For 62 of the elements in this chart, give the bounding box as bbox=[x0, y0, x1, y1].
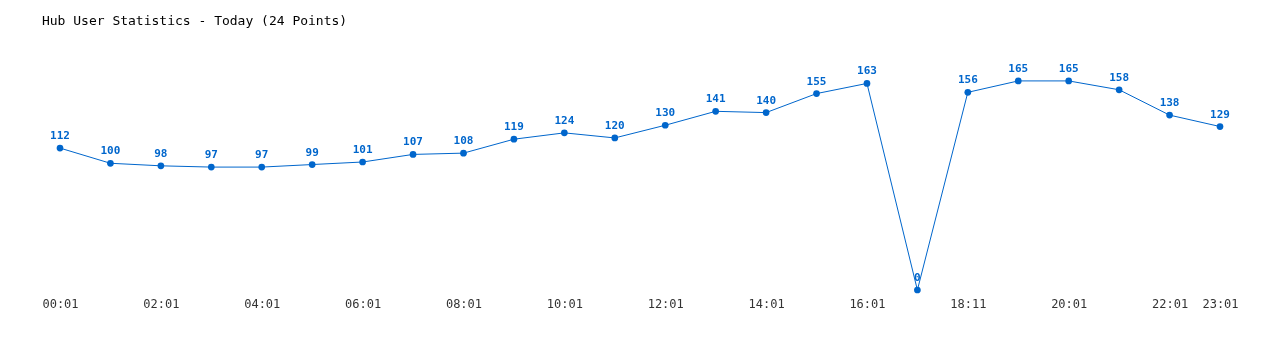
data-label: 141 bbox=[705, 92, 726, 106]
data-label: 98 bbox=[154, 146, 168, 160]
point bbox=[359, 158, 366, 166]
data-label: 138 bbox=[1159, 96, 1180, 110]
point bbox=[1065, 77, 1073, 85]
data-label: 120 bbox=[604, 118, 625, 132]
point bbox=[1216, 123, 1224, 130]
data-label: 97 bbox=[255, 148, 269, 162]
x-tick-label: 02:01 bbox=[143, 296, 180, 311]
point bbox=[56, 144, 64, 152]
data-label: 112 bbox=[50, 129, 70, 143]
data-label: 108 bbox=[453, 134, 474, 148]
point bbox=[611, 134, 619, 142]
x-tick-label: 16:01 bbox=[849, 296, 886, 311]
x-tick-label: 22:01 bbox=[1152, 296, 1189, 311]
data-label: 99 bbox=[305, 145, 319, 159]
x-tick-label: 06:01 bbox=[345, 296, 382, 311]
point bbox=[914, 286, 921, 294]
point bbox=[1014, 77, 1022, 85]
data-label: 97 bbox=[204, 148, 218, 162]
x-tick-label: 20:01 bbox=[1051, 296, 1088, 311]
data-label: 165 bbox=[1058, 61, 1079, 75]
point bbox=[813, 90, 820, 97]
chart-title: Hub User Statistics - Today (24 Points) bbox=[41, 13, 348, 28]
point bbox=[1166, 111, 1173, 119]
data-label: 156 bbox=[957, 73, 979, 87]
point bbox=[107, 159, 114, 167]
data-label: 124 bbox=[554, 113, 575, 127]
data-label: 140 bbox=[756, 93, 777, 107]
data-label: 155 bbox=[806, 74, 827, 88]
point bbox=[258, 163, 266, 171]
data-label: 101 bbox=[352, 143, 373, 157]
point bbox=[712, 107, 720, 115]
x-tick-label: 00:01 bbox=[42, 296, 79, 311]
point bbox=[308, 161, 316, 168]
data-label: 100 bbox=[100, 144, 121, 158]
x-tick-label: 12:01 bbox=[647, 296, 684, 311]
x-tick-label: 23:01 bbox=[1202, 296, 1239, 311]
data-label: 0 bbox=[914, 271, 921, 284]
x-tick-label: 08:01 bbox=[445, 296, 483, 311]
data-label: 129 bbox=[1210, 107, 1230, 121]
x-tick-label: 18:11 bbox=[950, 296, 987, 311]
point bbox=[863, 80, 871, 87]
point bbox=[762, 109, 770, 116]
point bbox=[510, 135, 518, 143]
point bbox=[964, 88, 972, 96]
point bbox=[460, 149, 467, 157]
x-tick-label: 10:01 bbox=[546, 296, 583, 311]
x-tick-label: 14:01 bbox=[748, 296, 785, 311]
data-label: 130 bbox=[655, 106, 676, 120]
point bbox=[207, 163, 215, 171]
point bbox=[661, 121, 669, 129]
point bbox=[409, 151, 417, 158]
data-label: 163 bbox=[857, 64, 877, 78]
data-label: 107 bbox=[403, 135, 423, 149]
point bbox=[1115, 86, 1123, 94]
x-tick-label: 04:01 bbox=[244, 296, 281, 311]
point bbox=[560, 129, 568, 137]
data-label: 165 bbox=[1008, 61, 1029, 75]
point bbox=[157, 162, 165, 170]
data-label: 119 bbox=[503, 120, 524, 134]
data-label: 158 bbox=[1109, 70, 1130, 84]
